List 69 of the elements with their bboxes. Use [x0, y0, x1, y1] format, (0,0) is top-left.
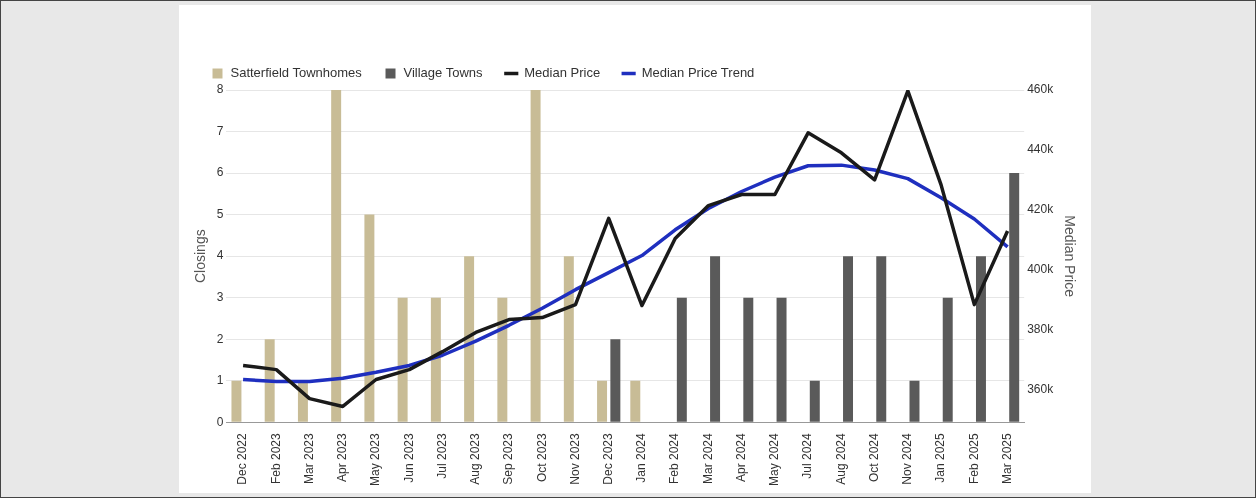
- bar: [364, 214, 375, 422]
- x-tick-label: Dec 2023: [601, 432, 616, 485]
- x-tick-label: Jan 2024: [634, 432, 649, 483]
- bar: [264, 339, 275, 422]
- y-axis-title: Closings: [192, 229, 209, 283]
- x-tick-label: May 2023: [368, 432, 383, 486]
- x-tick-label: Oct 2023: [534, 432, 549, 482]
- x-tick-label: Feb 2023: [268, 432, 283, 485]
- legend-label: Median Price: [524, 65, 601, 81]
- x-tick-label: Nov 2023: [567, 432, 582, 485]
- bar: [331, 90, 342, 422]
- x-tick-label: Oct 2024: [866, 432, 881, 482]
- bar: [497, 297, 508, 422]
- bar: [464, 256, 475, 422]
- bar: [610, 339, 621, 422]
- bar: [1009, 173, 1020, 422]
- y-tick-label: 2: [216, 331, 224, 346]
- bar: [530, 90, 541, 422]
- x-tick-label: Mar 2025: [999, 432, 1014, 484]
- x-tick-label: Jul 2023: [434, 432, 449, 479]
- x-tick-label: Jun 2023: [401, 432, 416, 483]
- y-tick-label: 3: [216, 290, 224, 304]
- x-tick-label: Sep 2023: [501, 432, 516, 485]
- x-tick-label: Jan 2025: [933, 432, 948, 483]
- x-tick-label: Aug 2023: [468, 432, 483, 485]
- x-tick-label: Jul 2024: [800, 432, 815, 479]
- x-tick-label: Dec 2022: [235, 432, 250, 485]
- bar: [776, 297, 787, 422]
- x-tick-label: Apr 2024: [733, 432, 748, 482]
- bar: [430, 297, 441, 422]
- legend-label: Median Price Trend: [641, 65, 755, 81]
- y-tick-label: 4: [216, 248, 224, 263]
- bar: [743, 297, 754, 422]
- bar: [563, 256, 574, 422]
- bar: [843, 256, 853, 422]
- y2-tick-label: 380k: [1027, 321, 1055, 336]
- y-tick-label: 0: [216, 414, 224, 429]
- bar: [597, 380, 608, 422]
- x-tick-label: Aug 2024: [833, 432, 848, 485]
- x-tick-label: May 2024: [767, 432, 782, 486]
- y-tick-label: 5: [216, 206, 224, 221]
- y2-tick-label: 400k: [1027, 261, 1055, 276]
- legend-label: Satterfield Townhomes: [230, 65, 363, 81]
- y2-tick-label: 360k: [1027, 381, 1055, 396]
- y2-tick-label: 420k: [1027, 202, 1055, 217]
- y-tick-label: 7: [216, 123, 224, 138]
- legend-label: Village Towns: [403, 65, 484, 81]
- bar: [676, 297, 687, 422]
- x-tick-label: Nov 2024: [900, 432, 915, 485]
- bar: [909, 380, 920, 422]
- y-tick-label: 6: [216, 165, 224, 180]
- bar: [942, 297, 953, 422]
- bar: [876, 256, 887, 422]
- y-tick-label: 8: [216, 82, 224, 97]
- x-tick-label: Mar 2023: [301, 432, 316, 484]
- bar: [809, 380, 820, 422]
- y2-tick-label: 460k: [1027, 82, 1055, 97]
- bar: [630, 380, 641, 422]
- x-tick-label: Feb 2024: [667, 432, 682, 485]
- y2-tick-label: 440k: [1027, 142, 1055, 157]
- x-tick-label: Apr 2023: [335, 432, 350, 482]
- bar: [397, 297, 408, 422]
- x-tick-label: Feb 2025: [966, 432, 981, 485]
- y-tick-label: 1: [216, 373, 224, 388]
- x-tick-label: Mar 2024: [700, 432, 715, 484]
- bar: [975, 256, 986, 422]
- y2-axis-title: Median Price: [1061, 215, 1078, 298]
- bar: [231, 380, 242, 422]
- bar: [710, 256, 721, 422]
